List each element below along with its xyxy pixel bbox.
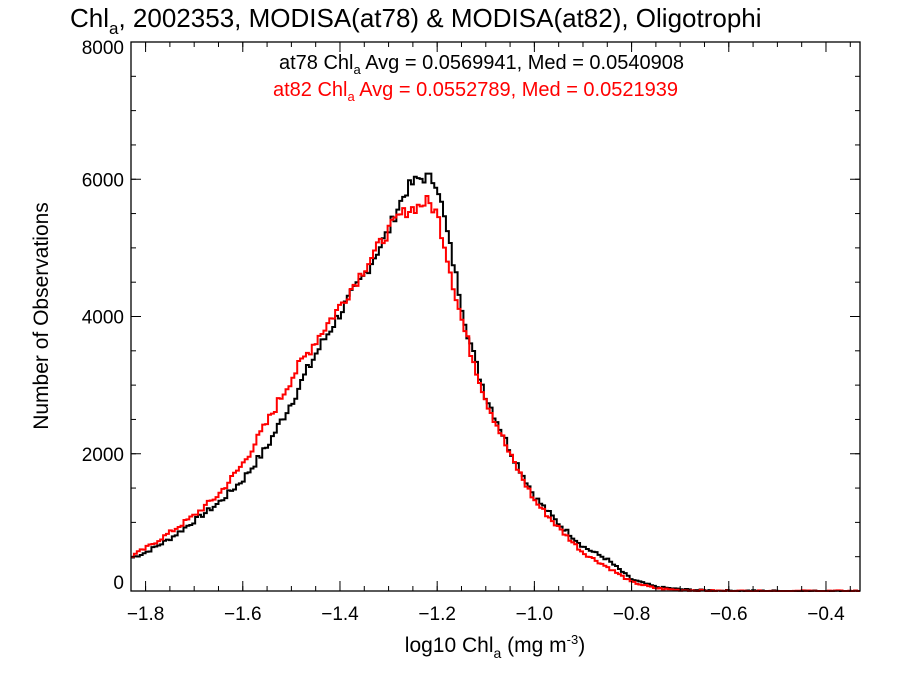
x-axis-label: log10 Chla (mg m-3) <box>405 632 585 661</box>
series-line-at78 <box>131 172 860 592</box>
tick-layer <box>131 41 860 592</box>
x-tick-label: −0.8 <box>613 604 651 625</box>
plot-frame <box>130 41 861 592</box>
y-tick-label: 0 <box>113 573 124 594</box>
x-tick-label: −0.4 <box>807 604 845 625</box>
stats-at82: at82 Chla Avg = 0.0552789, Med = 0.05219… <box>273 79 678 104</box>
tick-label-layer: −1.8 −1.6 −1.4 −1.2 −1.0 −0.8 −0.6 −0.4 0 2000 400… <box>82 38 845 625</box>
stats-at78: at78 Chla Avg = 0.0569941, Med = 0.05409… <box>279 52 684 77</box>
chart-title: Chla, 2002353, MODISA(at78) & MODISA(at8… <box>70 3 762 38</box>
x-tick-label: −1.0 <box>516 604 554 625</box>
x-tick-label: −0.6 <box>710 604 748 625</box>
y-axis-label: Number of Observations <box>30 202 53 430</box>
y-tick-label: 2000 <box>82 445 124 466</box>
x-tick-label: −1.4 <box>321 604 359 625</box>
series-layer <box>131 172 860 592</box>
x-tick-label: −1.2 <box>418 604 456 625</box>
y-tick-label: 6000 <box>82 170 124 191</box>
y-tick-label: 8000 <box>82 38 124 59</box>
series-line-at82 <box>131 194 860 592</box>
x-tick-label: −1.6 <box>224 604 262 625</box>
x-tick-label: −1.8 <box>127 604 165 625</box>
y-tick-label: 4000 <box>82 308 124 329</box>
